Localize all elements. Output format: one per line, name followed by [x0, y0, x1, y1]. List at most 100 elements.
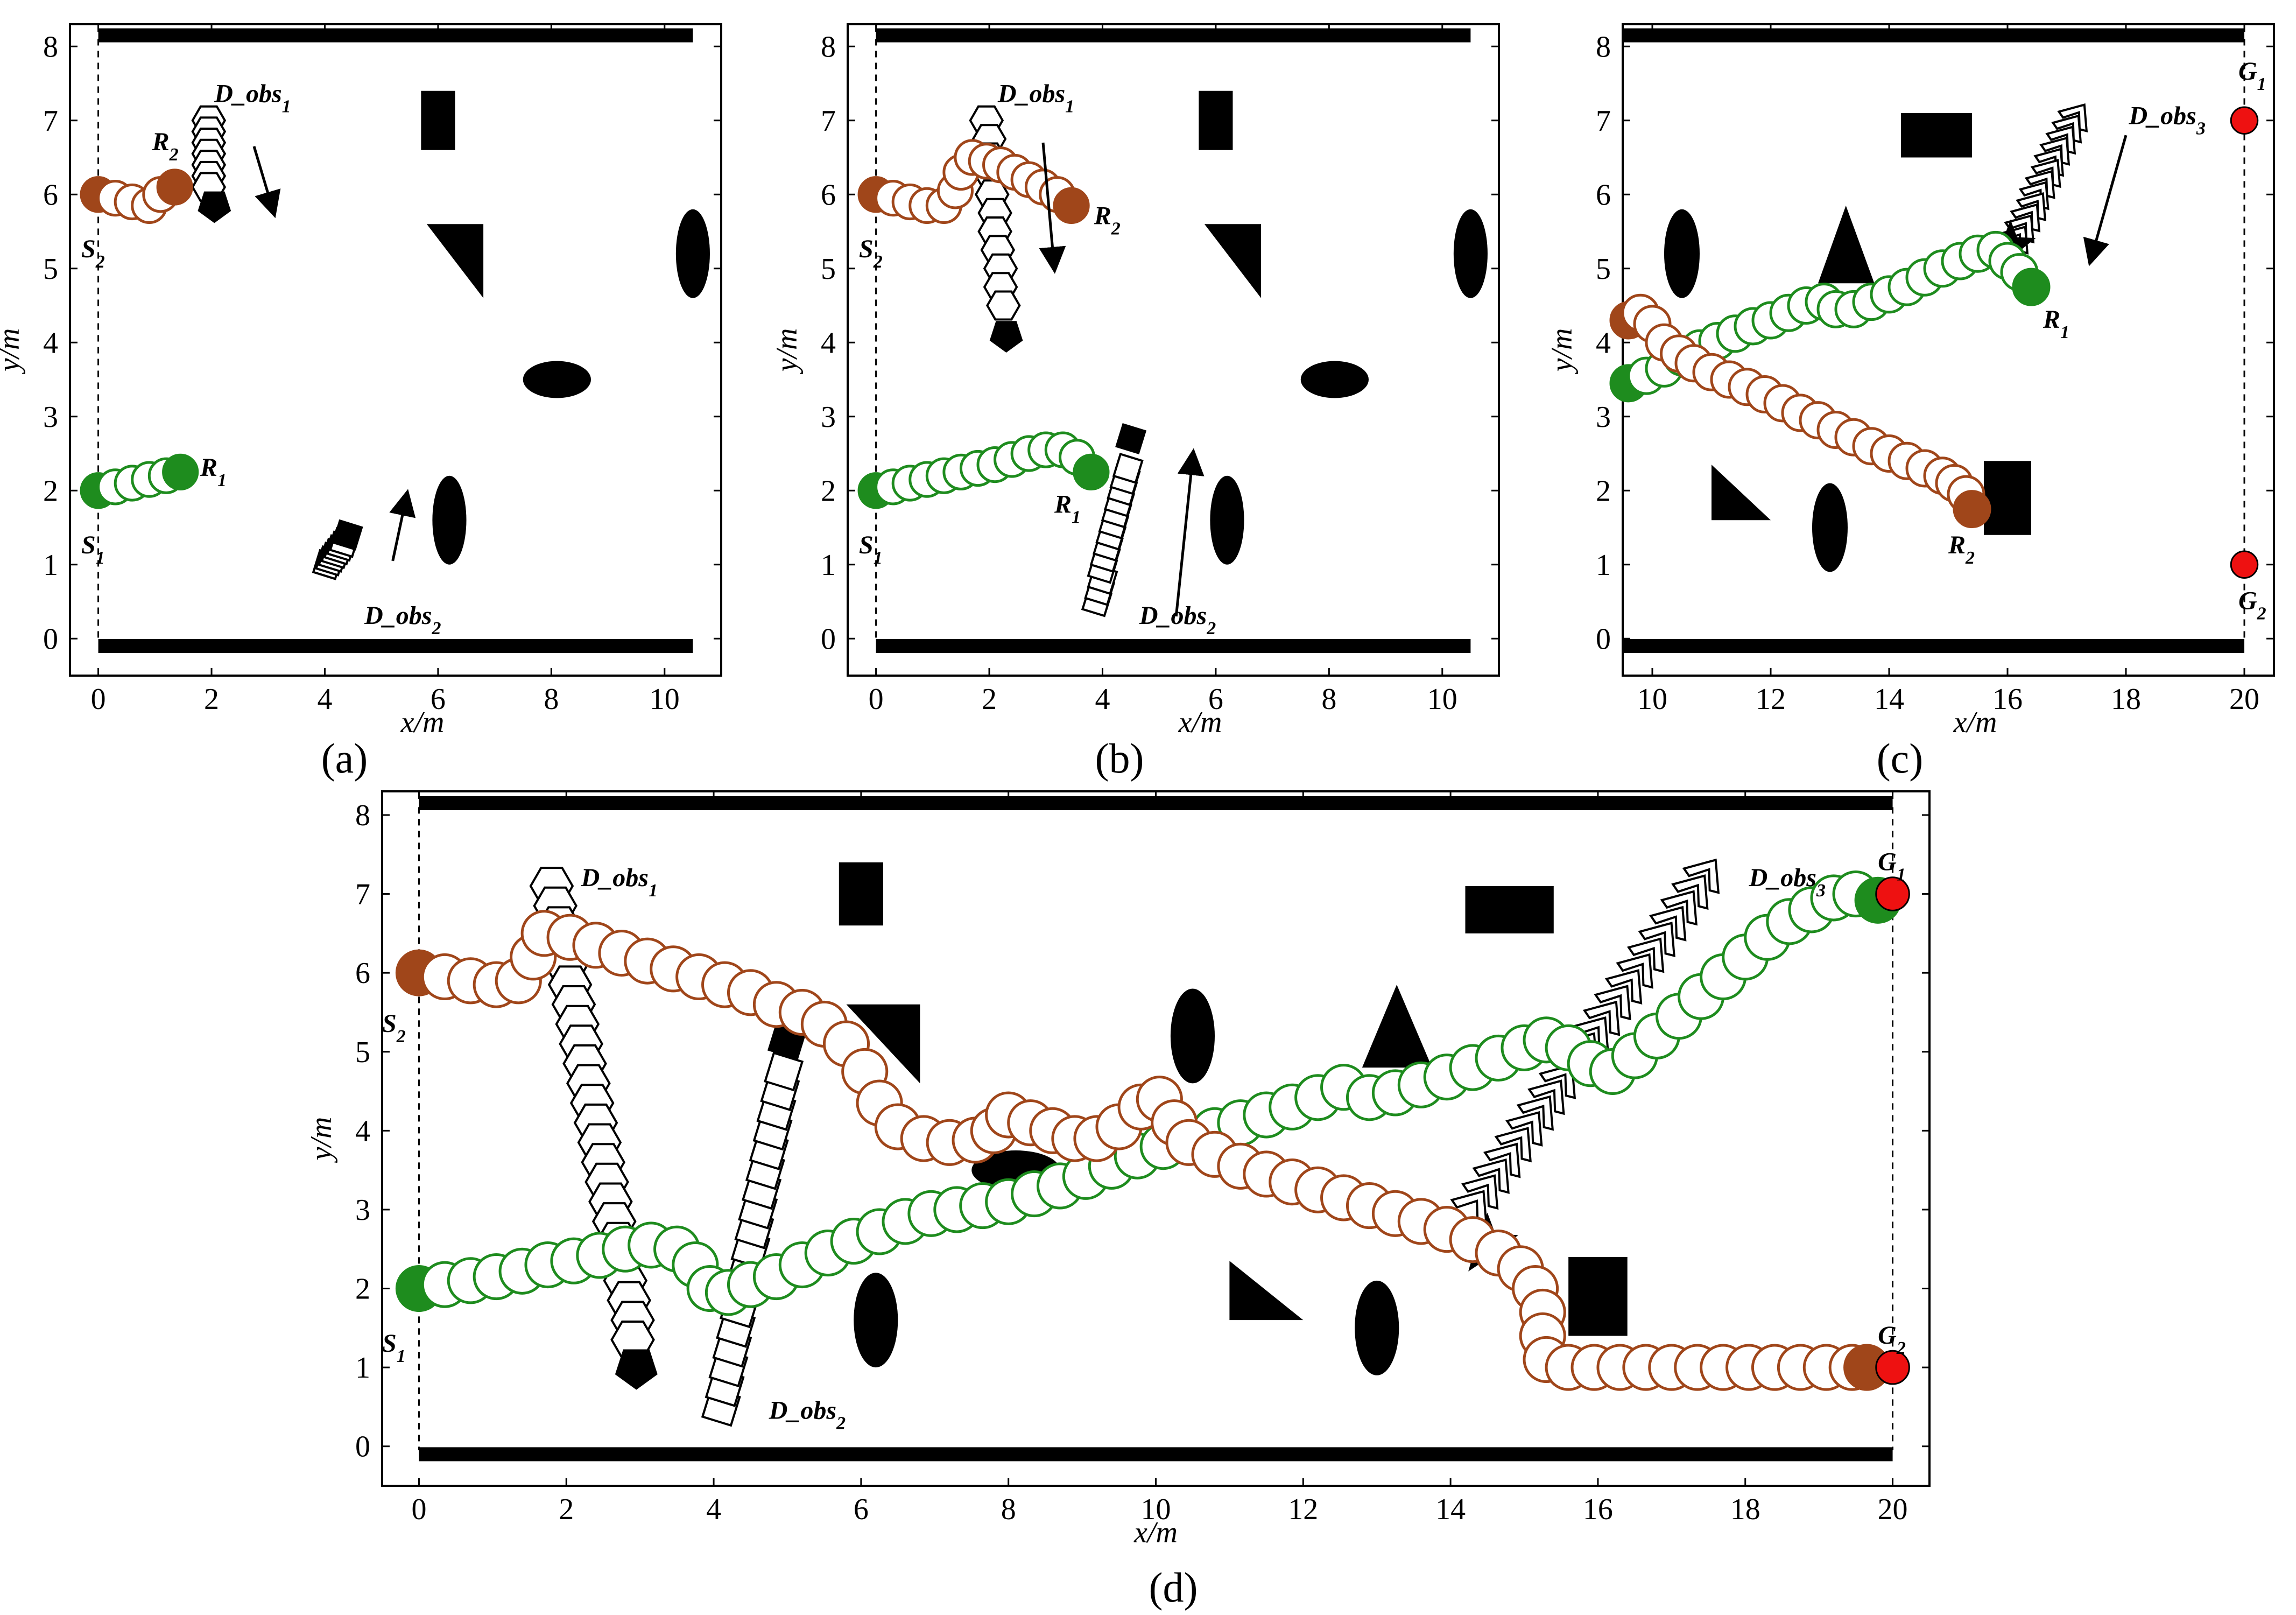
y-tick-label: 4	[1596, 326, 1611, 360]
dynamic-obstacle-final	[1115, 423, 1147, 455]
x-tick-label: 20	[2229, 683, 2259, 716]
x-tick-label: 10	[1637, 683, 1667, 716]
static-obstacle-triangle	[426, 224, 484, 298]
y-tick-label: 6	[43, 178, 58, 212]
static-obstacle-rect	[839, 862, 883, 926]
static-obstacle-ellipse	[1664, 209, 1700, 298]
caption-b: (b)	[1095, 735, 1144, 782]
y-tick-label: 1	[355, 1351, 370, 1385]
annotation-label: D_obs3	[1749, 863, 1826, 901]
y-tick-label: 3	[1596, 401, 1611, 434]
static-obstacle-ellipse	[1170, 988, 1215, 1084]
static-obstacle-triangle	[1712, 465, 1771, 521]
annotation-label: D_obs1	[997, 79, 1074, 116]
y-tick-label: 5	[821, 252, 836, 286]
dynamic-obstacle-final	[332, 519, 363, 551]
static-obstacle-rect	[421, 90, 455, 150]
y-tick-label: 1	[821, 549, 836, 582]
caption-a: (a)	[321, 735, 368, 782]
robot-path-point	[156, 168, 193, 206]
x-tick-label: 10	[1427, 683, 1457, 716]
x-tick-label: 16	[1992, 683, 2023, 716]
y-tick-label: 8	[821, 30, 836, 64]
annotation-label: R1	[2043, 305, 2069, 342]
static-obstacle-triangle	[1362, 985, 1432, 1068]
static-obstacle-ellipse	[523, 361, 591, 398]
static-obstacle-ellipse	[1812, 483, 1848, 572]
dynamic-obstacle-trail-mark	[1594, 985, 1631, 1021]
dynamic-obstacle-trail-mark	[1682, 858, 1720, 894]
annotation-label: S2	[382, 1009, 406, 1047]
dynamic-obstacle-trail-mark	[1483, 1142, 1521, 1178]
y-axis-label: y/m	[0, 328, 26, 375]
y-tick-label: 4	[355, 1114, 370, 1148]
x-tick-label: 0	[91, 683, 106, 716]
axes-frame	[1622, 23, 2275, 677]
static-obstacle-rect	[1465, 886, 1554, 933]
x-tick-label: 6	[431, 683, 446, 716]
static-obstacle-ellipse	[432, 475, 467, 565]
dynamic-obstacle-trail-mark	[1604, 969, 1643, 1005]
y-tick-label: 1	[43, 549, 58, 582]
annotation-label: D_obs2	[364, 601, 441, 638]
y-tick-label: 3	[355, 1193, 370, 1227]
x-tick-label: 16	[1583, 1493, 1613, 1526]
robot-path-point	[1953, 490, 1991, 529]
motion-arrow	[1039, 142, 1066, 274]
annotation-label: R1	[200, 453, 227, 490]
static-obstacle-rect	[1199, 90, 1233, 150]
static-obstacle-ellipse	[1355, 1280, 1399, 1375]
x-tick-label: 18	[2111, 683, 2141, 716]
x-axis-label: x/m	[1133, 1516, 1178, 1549]
annotation-label: D_obs2	[1139, 601, 1216, 638]
y-tick-label: 2	[821, 474, 836, 508]
annotation-label: R2	[152, 128, 179, 165]
panel-c: 10 12 14 16 18 20012345678x/my/mD_obs3R1R2G1G…	[1545, 23, 2275, 739]
y-tick-label: 2	[1596, 474, 1611, 508]
y-tick-label: 0	[821, 622, 836, 656]
y-tick-label: 0	[355, 1430, 370, 1464]
robot-path-point	[2012, 268, 2051, 306]
axes-frame	[69, 23, 722, 677]
annotation-label: S1	[382, 1329, 406, 1366]
x-tick-label: 2	[204, 683, 219, 716]
dynamic-obstacle-trail-mark	[1626, 937, 1665, 973]
dynamic-obstacle-trail-mark	[1516, 1095, 1554, 1131]
y-tick-label: 2	[43, 474, 58, 508]
static-obstacle-ellipse	[675, 209, 710, 298]
x-tick-label: 8	[1001, 1493, 1016, 1526]
motion-arrow	[389, 489, 416, 561]
y-tick-label: 3	[43, 401, 58, 434]
dynamic-obstacle-trail-mark	[1649, 905, 1687, 942]
x-tick-label: 6	[854, 1493, 869, 1526]
static-obstacle-ellipse	[1453, 209, 1488, 298]
static-obstacle-ellipse	[1210, 475, 1244, 565]
annotation-label: D_obs1	[581, 863, 658, 901]
static-obstacle-rect	[1568, 1256, 1628, 1336]
dynamic-obstacle-trail-mark	[1494, 1127, 1532, 1163]
robot-path-point	[1073, 453, 1110, 490]
dynamic-obstacle-trail-mark	[1671, 874, 1709, 910]
y-tick-label: 0	[1596, 622, 1611, 656]
motion-arrow	[2083, 135, 2128, 266]
static-obstacle-triangle	[846, 1004, 920, 1084]
caption-d: (d)	[1149, 1564, 1198, 1611]
panel-b: 0 2 4 6 8 10 0 1 2 3 4 5 6 7 8 x/m y/m R2 S2 R1 S1 D_obs1 D_ob…	[770, 23, 1500, 739]
annotation-label: S2	[859, 235, 883, 272]
annotation-label: R2	[1094, 201, 1121, 238]
x-axis-label: x/m	[400, 706, 445, 739]
y-tick-label: 6	[821, 178, 836, 212]
dynamic-obstacle-trail-mark	[1112, 452, 1144, 484]
static-obstacle-triangle	[1204, 224, 1262, 298]
dynamic-obstacle-trail-mark	[1505, 1111, 1543, 1147]
x-tick-label: 10	[650, 683, 680, 716]
x-tick-label: 0	[411, 1493, 426, 1526]
y-tick-label: 5	[1596, 252, 1611, 286]
y-tick-label: 5	[355, 1036, 370, 1069]
panel-a: 0 2 4 6 8 10 0 1 2 3 4 5 6 7 8 x/m y/m R2 S2 R1 S1 D_obs1 D_ob…	[0, 23, 722, 739]
y-tick-label: 7	[43, 104, 58, 138]
x-tick-label: 2	[559, 1493, 574, 1526]
y-tick-label: 8	[355, 799, 370, 832]
annotation-label: D_obs3	[2129, 102, 2206, 139]
